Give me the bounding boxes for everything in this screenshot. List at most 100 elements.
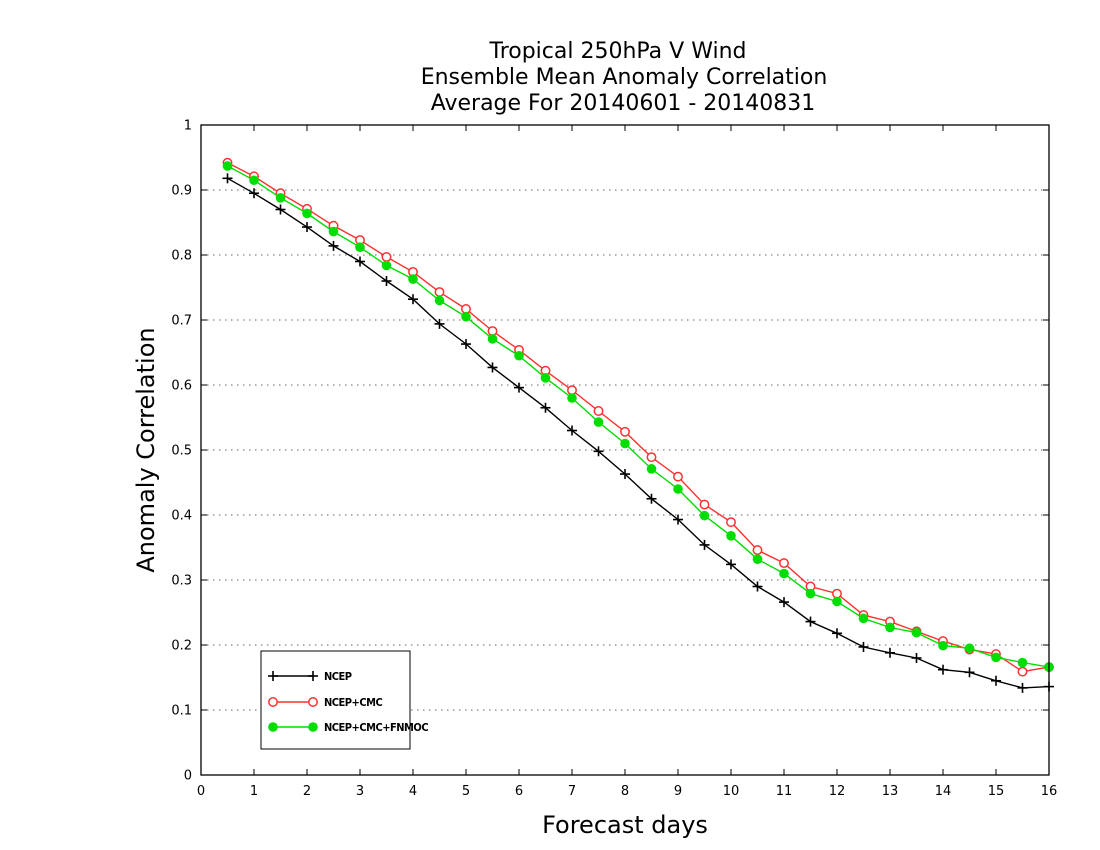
y-tick-label: 0.8 bbox=[171, 249, 192, 264]
data-point bbox=[673, 484, 683, 494]
x-tick-label: 15 bbox=[988, 784, 1005, 799]
data-point bbox=[779, 568, 789, 579]
y-tick-label: 0.6 bbox=[171, 379, 192, 394]
x-tick-label: 4 bbox=[409, 784, 417, 799]
data-point bbox=[434, 295, 445, 306]
data-point bbox=[673, 514, 683, 525]
x-tick-label: 16 bbox=[1041, 784, 1058, 799]
legend-marker-start bbox=[268, 722, 278, 732]
data-point bbox=[408, 294, 418, 305]
x-tick-label: 5 bbox=[462, 784, 470, 799]
x-tick-label: 12 bbox=[829, 784, 846, 799]
y-axis-label: Anomaly Correlation bbox=[132, 327, 160, 572]
data-point bbox=[911, 653, 922, 663]
x-tick-label: 3 bbox=[356, 784, 364, 799]
legend: NCEP NCEP+CMC NCEP+CMC+FNMOC bbox=[260, 650, 429, 750]
data-point bbox=[222, 173, 233, 184]
data-point bbox=[805, 588, 816, 599]
data-point bbox=[646, 493, 657, 504]
y-tick-label: 1 bbox=[184, 119, 192, 134]
y-tick-label: 0.4 bbox=[171, 509, 192, 524]
data-point bbox=[302, 222, 312, 233]
data-point bbox=[858, 613, 869, 624]
legend-marker-end bbox=[308, 722, 318, 732]
y-tick-label: 0.1 bbox=[171, 704, 192, 719]
data-point bbox=[593, 406, 604, 416]
data-point bbox=[434, 287, 445, 297]
data-point bbox=[461, 311, 471, 322]
series-line-1 bbox=[227, 162, 1050, 673]
data-point bbox=[540, 402, 551, 413]
data-point bbox=[726, 517, 736, 528]
chart-title-line-3: Average For 20140601 - 20140831 bbox=[431, 91, 816, 116]
data-point bbox=[381, 276, 392, 286]
data-point bbox=[461, 304, 471, 314]
data-series bbox=[222, 157, 1054, 693]
data-point bbox=[938, 664, 948, 675]
data-point bbox=[567, 393, 577, 403]
x-tick-label: 9 bbox=[674, 784, 682, 799]
data-point bbox=[567, 385, 577, 396]
data-point bbox=[911, 627, 922, 638]
data-point bbox=[964, 667, 975, 678]
data-point bbox=[381, 252, 392, 262]
x-axis-label: Forecast days bbox=[542, 811, 708, 839]
data-point bbox=[779, 597, 789, 608]
data-point bbox=[752, 545, 763, 556]
x-axis-ticks: 0 1 2 3 4 5 6 7 8 9 10 11 12 13 14 15 16 bbox=[197, 125, 1057, 799]
data-point bbox=[487, 326, 498, 336]
data-point bbox=[832, 588, 842, 599]
series-0 bbox=[222, 173, 1054, 693]
x-tick-label: 14 bbox=[935, 784, 952, 799]
data-point bbox=[779, 558, 789, 569]
x-tick-label: 11 bbox=[776, 784, 793, 799]
data-point bbox=[302, 208, 312, 219]
data-point bbox=[964, 643, 975, 654]
chart-title-line-2: Ensemble Mean Anomaly Correlation bbox=[421, 65, 828, 90]
data-point bbox=[514, 350, 524, 361]
data-point bbox=[858, 641, 869, 652]
legend-item-2: NCEP+CMC+FNMOC bbox=[268, 721, 429, 734]
y-tick-label: 0.5 bbox=[171, 444, 192, 459]
series-line-2 bbox=[227, 165, 1050, 668]
data-point bbox=[832, 596, 842, 607]
data-point bbox=[885, 647, 895, 658]
x-tick-label: 10 bbox=[723, 784, 740, 799]
data-point bbox=[461, 339, 471, 350]
data-point bbox=[805, 616, 816, 627]
data-point bbox=[646, 452, 657, 463]
data-point bbox=[752, 554, 763, 564]
data-point bbox=[752, 581, 763, 592]
legend-marker-start bbox=[268, 671, 278, 681]
x-tick-label: 6 bbox=[515, 784, 523, 799]
x-tick-label: 0 bbox=[197, 784, 205, 799]
data-point bbox=[487, 362, 498, 373]
data-point bbox=[434, 318, 445, 329]
series-2 bbox=[222, 161, 1054, 672]
series-1 bbox=[222, 157, 1054, 677]
legend-marker-start bbox=[268, 697, 278, 707]
legend-label: NCEP+CMC+FNMOC bbox=[324, 721, 428, 734]
data-point bbox=[1017, 682, 1028, 693]
data-point bbox=[249, 188, 259, 199]
plot-frame bbox=[200, 124, 1050, 776]
y-tick-label: 0.2 bbox=[171, 639, 192, 654]
chart-title-line-1: Tropical 250hPa V Wind bbox=[488, 39, 746, 64]
legend-item-0: NCEP bbox=[268, 670, 352, 683]
data-point bbox=[1017, 666, 1028, 677]
data-point bbox=[381, 260, 392, 271]
data-point bbox=[726, 531, 736, 541]
data-point bbox=[222, 161, 233, 171]
data-point bbox=[593, 446, 604, 457]
data-point bbox=[1017, 657, 1028, 668]
data-point bbox=[726, 559, 736, 570]
data-point bbox=[567, 425, 577, 436]
x-tick-label: 7 bbox=[568, 784, 576, 799]
data-point bbox=[328, 240, 339, 251]
legend-box bbox=[260, 650, 411, 750]
data-point bbox=[699, 499, 710, 510]
data-point bbox=[355, 242, 365, 252]
data-point bbox=[514, 382, 524, 393]
data-point bbox=[408, 274, 418, 284]
